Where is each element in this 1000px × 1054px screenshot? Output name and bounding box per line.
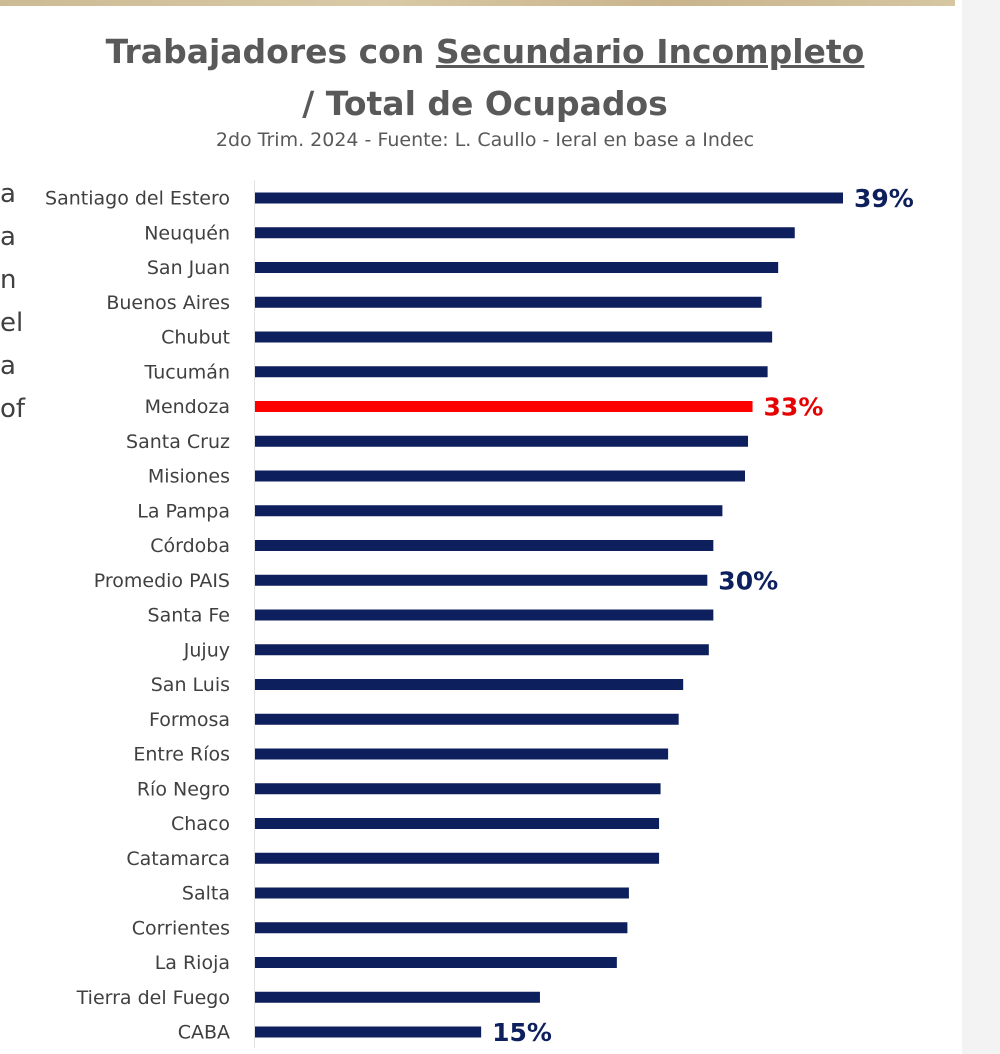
category-label-la-rioja: La Rioja <box>155 952 230 974</box>
bar-corrientes <box>255 922 628 934</box>
category-label-chaco: Chaco <box>171 813 230 835</box>
bar-formosa <box>255 713 679 725</box>
data-label-santiago-del-estero: 39% <box>854 184 914 213</box>
category-label-caba: CABA <box>178 1022 230 1044</box>
category-label-corrientes: Corrientes <box>132 917 230 939</box>
bar-la-rioja <box>255 957 617 968</box>
bar-santiago-del-estero <box>255 192 843 204</box>
bar-caba <box>255 1026 482 1038</box>
side-text-fragment: el <box>0 308 24 338</box>
top-decorative-strip <box>0 0 955 6</box>
category-label-buenos-aires: Buenos Aires <box>106 292 230 314</box>
category-label-catamarca: Catamarca <box>126 848 230 870</box>
category-label-santiago-del-estero: Santiago del Estero <box>45 188 230 210</box>
chart-subtitle: 2do Trim. 2024 - Fuente: L. Caullo - Ier… <box>215 129 755 151</box>
category-label-santa-fe: Santa Fe <box>148 605 230 627</box>
category-label-tucuman: Tucumán <box>144 361 230 383</box>
category-label-cordoba: Córdoba <box>150 535 230 557</box>
data-label-promedio-pais: 30% <box>718 566 778 595</box>
bar-salta <box>255 887 629 899</box>
bar-entre-rios <box>255 748 669 760</box>
category-label-la-pampa: La Pampa <box>137 500 230 522</box>
bar-santa-cruz <box>255 435 749 447</box>
bar-san-luis <box>255 679 684 690</box>
chart-title-line-2: / Total de Ocupados <box>302 84 668 123</box>
bar-jujuy <box>255 644 709 656</box>
bar-tucuman <box>255 366 768 378</box>
category-label-jujuy: Jujuy <box>183 639 230 661</box>
bar-catamarca <box>255 852 660 864</box>
category-label-entre-rios: Entre Ríos <box>133 744 230 766</box>
side-text-fragment: a <box>0 179 16 209</box>
side-text-fragment: n <box>0 265 17 295</box>
category-label-neuquen: Neuquén <box>144 222 230 244</box>
bar-mendoza <box>255 401 753 412</box>
data-label-caba: 15% <box>492 1018 552 1047</box>
bar-tierra-del-fuego <box>255 991 540 1003</box>
side-text-fragment: a <box>0 351 16 381</box>
category-label-misiones: Misiones <box>148 466 230 488</box>
category-label-san-juan: San Juan <box>147 257 230 279</box>
category-label-mendoza: Mendoza <box>145 396 230 418</box>
bar-promedio-pais <box>255 574 708 586</box>
category-label-santa-cruz: Santa Cruz <box>126 431 230 453</box>
category-label-salta: Salta <box>182 883 230 905</box>
chart-title: Trabajadores con Secundario Incompleto /… <box>0 26 970 130</box>
bar-chaco <box>255 818 660 829</box>
side-text-fragment: a <box>0 222 16 252</box>
bar-misiones <box>255 470 745 482</box>
category-label-rio-negro: Río Negro <box>137 778 230 800</box>
category-label-promedio-pais: Promedio PAIS <box>94 570 230 592</box>
bar-neuquen <box>255 227 795 239</box>
bar-chubut <box>255 331 773 343</box>
category-label-chubut: Chubut <box>161 327 230 349</box>
data-label-mendoza: 33% <box>764 393 824 422</box>
bar-cordoba <box>255 540 714 551</box>
chart-title-prefix: Trabajadores con <box>105 32 425 71</box>
bar-santa-fe <box>255 609 714 621</box>
bar-la-pampa <box>255 505 723 517</box>
category-label-formosa: Formosa <box>149 709 230 731</box>
bar-san-juan <box>255 262 779 273</box>
chart-title-line-1: Trabajadores con Secundario Incompleto <box>0 26 970 78</box>
bar-rio-negro <box>255 783 661 795</box>
chart-title-underlined: Secundario Incompleto <box>435 32 865 71</box>
category-label-tierra-del-fuego: Tierra del Fuego <box>76 987 230 1009</box>
category-label-san-luis: San Luis <box>151 674 230 696</box>
bar-buenos-aires <box>255 296 762 308</box>
right-side-panel <box>962 0 1000 1054</box>
